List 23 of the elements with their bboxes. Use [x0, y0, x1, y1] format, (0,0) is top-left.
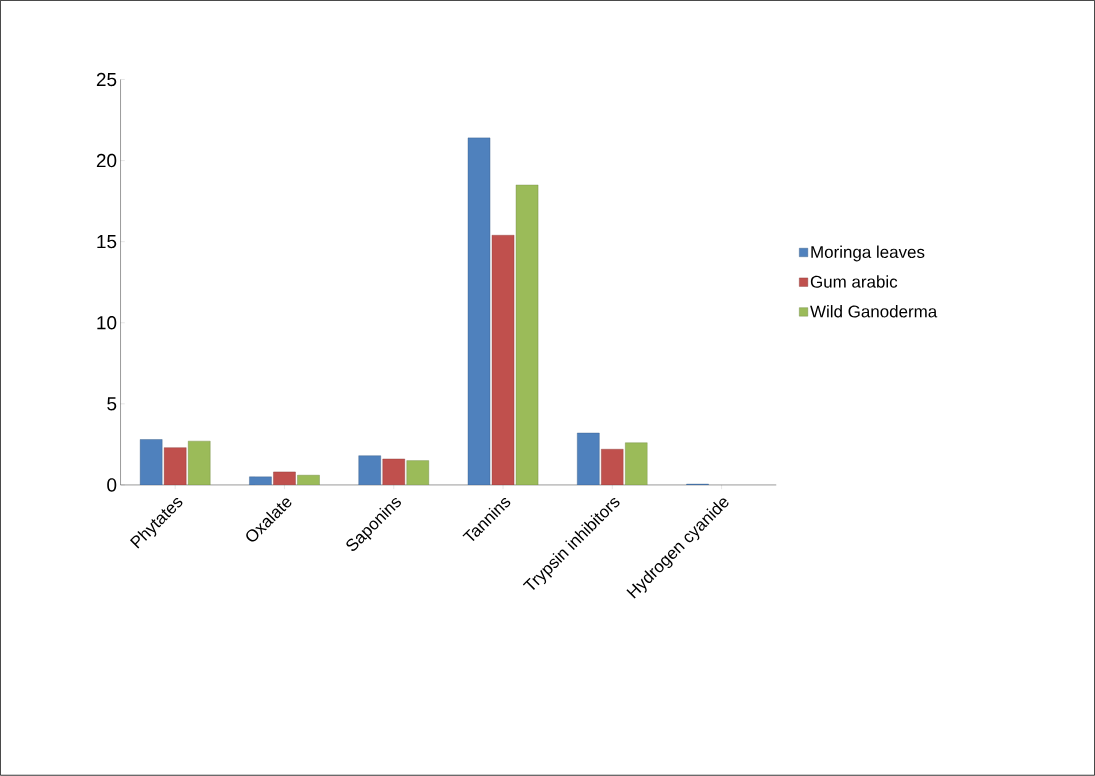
bar	[273, 471, 296, 486]
bar	[491, 235, 515, 486]
y-tick-label: 0	[107, 478, 117, 492]
bar	[625, 442, 648, 486]
bar	[163, 447, 187, 486]
bar	[297, 475, 320, 486]
legend-label: Moringa leaves	[811, 245, 925, 262]
bar	[406, 460, 429, 486]
legend-label: Wild Ganoderma	[810, 305, 938, 318]
bar	[382, 458, 405, 486]
y-tick-label: 25	[96, 72, 117, 87]
bar	[358, 455, 381, 486]
y-tick-label: 5	[107, 397, 117, 411]
y-tick-label: 15	[97, 235, 117, 249]
y-tick-label: 10	[97, 316, 117, 330]
bar	[515, 184, 539, 486]
legend-label: Gum arabic	[810, 275, 898, 288]
bar	[139, 439, 163, 486]
bar	[577, 433, 600, 486]
y-tick-label: 20	[96, 154, 117, 168]
bar	[467, 137, 491, 486]
bar	[601, 449, 624, 486]
bar	[187, 441, 211, 486]
